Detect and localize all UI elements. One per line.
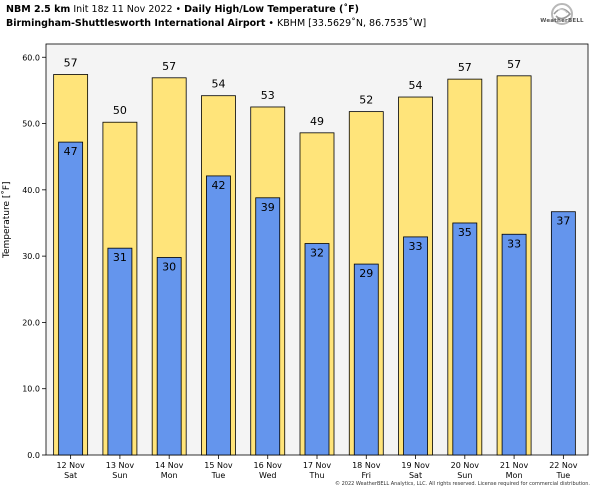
y-tick-label: 60.0 xyxy=(22,53,40,62)
model-name: NBM 2.5 km xyxy=(6,4,71,15)
low-temp-bar xyxy=(58,141,84,456)
bars-group: 57 47 50 31 57 30 54 42 53 39 49 32 52 29 54 33 57 35 57 33… xyxy=(53,56,576,456)
high-temp-label: 57 xyxy=(162,60,176,73)
station-info: KBHM [33.5629˚N, 86.7535˚W] xyxy=(277,18,427,29)
x-tick-day-label: Sat xyxy=(409,471,422,480)
low-temp-label: 35 xyxy=(458,226,472,239)
low-temp-bar xyxy=(107,247,133,456)
x-tick-day-label: Thu xyxy=(308,471,324,480)
low-temp-label: 33 xyxy=(507,237,521,250)
header-line-2: Birmingham-Shuttlesworth International A… xyxy=(6,17,426,31)
x-tick-day-label: Sat xyxy=(64,471,77,480)
low-temp-label: 29 xyxy=(359,267,373,280)
x-tick-day-label: Tue xyxy=(211,471,226,480)
high-temp-label: 52 xyxy=(359,94,373,107)
y-tick-label: 50.0 xyxy=(22,120,40,129)
high-temp-label: 49 xyxy=(310,115,324,128)
low-temp-label: 33 xyxy=(409,240,423,253)
low-temp-label: 39 xyxy=(261,201,275,214)
low-temp-bar xyxy=(304,243,330,456)
x-tick-date-label: 14 Nov xyxy=(155,461,184,470)
x-tick-day-label: Wed xyxy=(259,471,276,480)
x-tick-date-label: 21 Nov xyxy=(500,461,529,470)
low-temp-bar xyxy=(206,175,231,456)
low-temp-bar xyxy=(156,257,182,456)
high-temp-label: 57 xyxy=(64,56,78,69)
y-tick-label: 20.0 xyxy=(22,318,40,327)
init-time: Init 18z 11 Nov 2022 xyxy=(73,4,173,15)
y-axis: 0.0 10.0 20.0 30.0 40.0 50.0 60.0 xyxy=(22,53,46,460)
low-temp-label: 32 xyxy=(310,247,324,260)
low-temp-bar xyxy=(501,233,527,456)
x-tick-day-label: Fri xyxy=(362,471,372,480)
high-temp-label: 57 xyxy=(458,61,472,74)
high-temp-label: 54 xyxy=(409,79,423,92)
x-tick-day-label: Mon xyxy=(161,471,178,480)
low-temp-label: 47 xyxy=(64,145,78,158)
low-temp-bar xyxy=(403,236,428,456)
x-tick-date-label: 18 Nov xyxy=(352,461,381,470)
header-line-1: NBM 2.5 km Init 18z 11 Nov 2022 • Daily … xyxy=(6,3,426,17)
x-tick-date-label: 16 Nov xyxy=(254,461,283,470)
low-temp-bar xyxy=(353,263,379,456)
x-tick-day-label: Mon xyxy=(506,471,523,480)
x-tick-day-label: Sun xyxy=(457,471,472,480)
y-tick-label: 0.0 xyxy=(27,451,40,460)
separator: • xyxy=(175,4,182,15)
low-temp-label: 30 xyxy=(162,260,176,273)
copyright-footer: © 2022 WeatherBELL Analytics, LLC. All r… xyxy=(335,481,590,487)
y-tick-label: 10.0 xyxy=(22,385,40,394)
y-tick-label: 30.0 xyxy=(22,252,40,261)
chart-header: NBM 2.5 km Init 18z 11 Nov 2022 • Daily … xyxy=(6,3,426,31)
low-temp-bar xyxy=(255,197,281,456)
x-tick-date-label: 17 Nov xyxy=(303,461,332,470)
high-temp-label: 54 xyxy=(211,78,225,91)
station-name: Birmingham-Shuttlesworth International A… xyxy=(6,18,266,29)
separator: • xyxy=(268,18,275,29)
high-temp-label: 53 xyxy=(261,89,275,102)
x-tick-date-label: 13 Nov xyxy=(106,461,135,470)
high-temp-label: 50 xyxy=(113,104,127,117)
x-tick-day-label: Sun xyxy=(112,471,127,480)
logo-text: WeatherBELL xyxy=(540,18,584,24)
x-tick-date-label: 19 Nov xyxy=(401,461,430,470)
weatherbell-logo: WeatherBELL xyxy=(534,2,590,32)
x-tick-date-label: 15 Nov xyxy=(204,461,233,470)
low-temp-label: 42 xyxy=(211,179,225,192)
x-tick-day-label: Tue xyxy=(556,471,571,480)
low-temp-label: 37 xyxy=(556,215,570,228)
swirl-logo-icon xyxy=(551,3,573,25)
x-tick-date-label: 22 Nov xyxy=(549,461,578,470)
low-temp-label: 31 xyxy=(113,251,127,264)
chart-title: Daily High/Low Temperature (˚F) xyxy=(184,4,359,15)
x-tick-date-label: 12 Nov xyxy=(56,461,85,470)
y-tick-label: 40.0 xyxy=(22,186,40,195)
x-tick-date-label: 20 Nov xyxy=(451,461,480,470)
high-temp-label: 57 xyxy=(507,58,521,71)
low-temp-bar xyxy=(550,211,576,456)
low-temp-bar xyxy=(452,222,478,456)
